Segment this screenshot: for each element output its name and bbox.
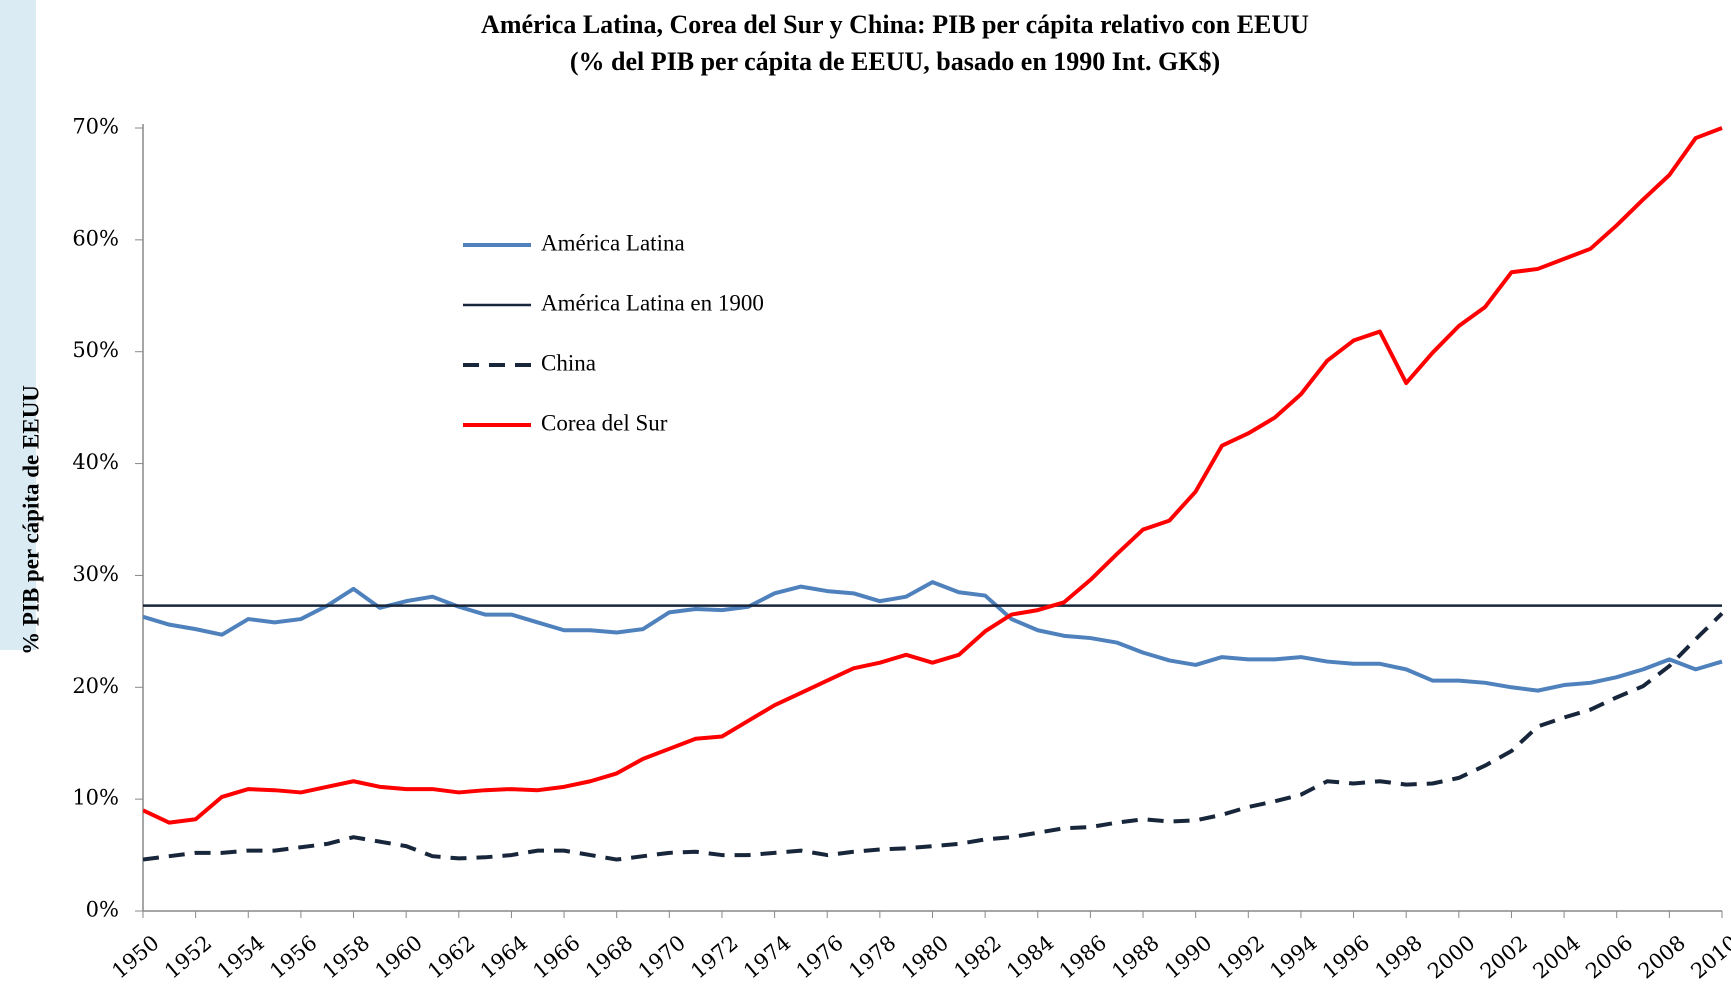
chart-subtitle: (% del PIB per cápita de EEUU, basado en… <box>570 47 1220 76</box>
x-tick-label: 1966 <box>528 931 584 984</box>
x-tick-label: 2002 <box>1476 931 1532 984</box>
y-tick-label: 60% <box>72 226 119 250</box>
plot-area <box>143 126 1724 862</box>
legend-label: América Latina <box>541 230 685 255</box>
y-tick-label: 30% <box>72 562 119 586</box>
x-tick-label: 1998 <box>1371 931 1427 984</box>
x-tick-label: 1978 <box>844 931 900 984</box>
x-tick-label: 1960 <box>371 931 427 984</box>
y-tick-label: 50% <box>72 338 119 362</box>
series-line <box>143 612 1724 862</box>
y-tick-label: 40% <box>72 450 119 474</box>
x-tick-label: 1988 <box>1107 931 1163 984</box>
y-axis-label: % PIB per cápita de EEUU <box>18 385 43 655</box>
x-tick-label: 1974 <box>739 931 795 984</box>
legend-label: China <box>541 350 596 375</box>
x-tick-label: 1958 <box>318 931 374 984</box>
x-tick-label: 2006 <box>1581 931 1637 984</box>
legend-label: Corea del Sur <box>541 410 668 435</box>
y-tick-label: 10% <box>72 786 119 810</box>
x-tick-label: 1950 <box>107 931 163 984</box>
x-tick-label: 1968 <box>581 931 637 984</box>
legend-label: América Latina en 1900 <box>541 290 764 315</box>
x-tick-label: 1992 <box>1213 931 1269 984</box>
chart-title: América Latina, Corea del Sur y China: P… <box>481 10 1309 39</box>
x-tick-label: 2010 <box>1686 931 1731 984</box>
x-tick-label: 1990 <box>1160 931 1216 984</box>
x-tick-label: 1972 <box>686 931 742 984</box>
x-tick-label: 1996 <box>1318 931 1374 984</box>
series-line <box>143 580 1723 693</box>
x-tick-label: 1986 <box>1055 931 1111 984</box>
x-tick-label: 1954 <box>213 931 269 984</box>
x-tick-label: 2004 <box>1528 931 1584 984</box>
x-tick-label: 1952 <box>160 931 216 984</box>
series-line <box>143 126 1723 825</box>
y-tick-label: 0% <box>86 898 119 922</box>
y-tick-label: 70% <box>72 115 119 139</box>
x-tick-label: 1980 <box>897 931 953 984</box>
x-tick-label: 1984 <box>1002 931 1058 984</box>
y-tick-label: 20% <box>72 674 119 698</box>
x-tick-label: 1962 <box>423 931 479 984</box>
x-tick-label: 1970 <box>634 931 690 984</box>
x-tick-label: 1982 <box>950 931 1006 984</box>
side-strip <box>0 0 36 650</box>
x-tick-label: 1956 <box>265 931 321 984</box>
x-tick-label: 1994 <box>1265 931 1321 984</box>
x-tick-label: 1964 <box>476 931 532 984</box>
x-tick-label: 2000 <box>1423 931 1479 984</box>
x-tick-label: 1976 <box>792 931 848 984</box>
x-tick-label: 2008 <box>1634 931 1690 984</box>
